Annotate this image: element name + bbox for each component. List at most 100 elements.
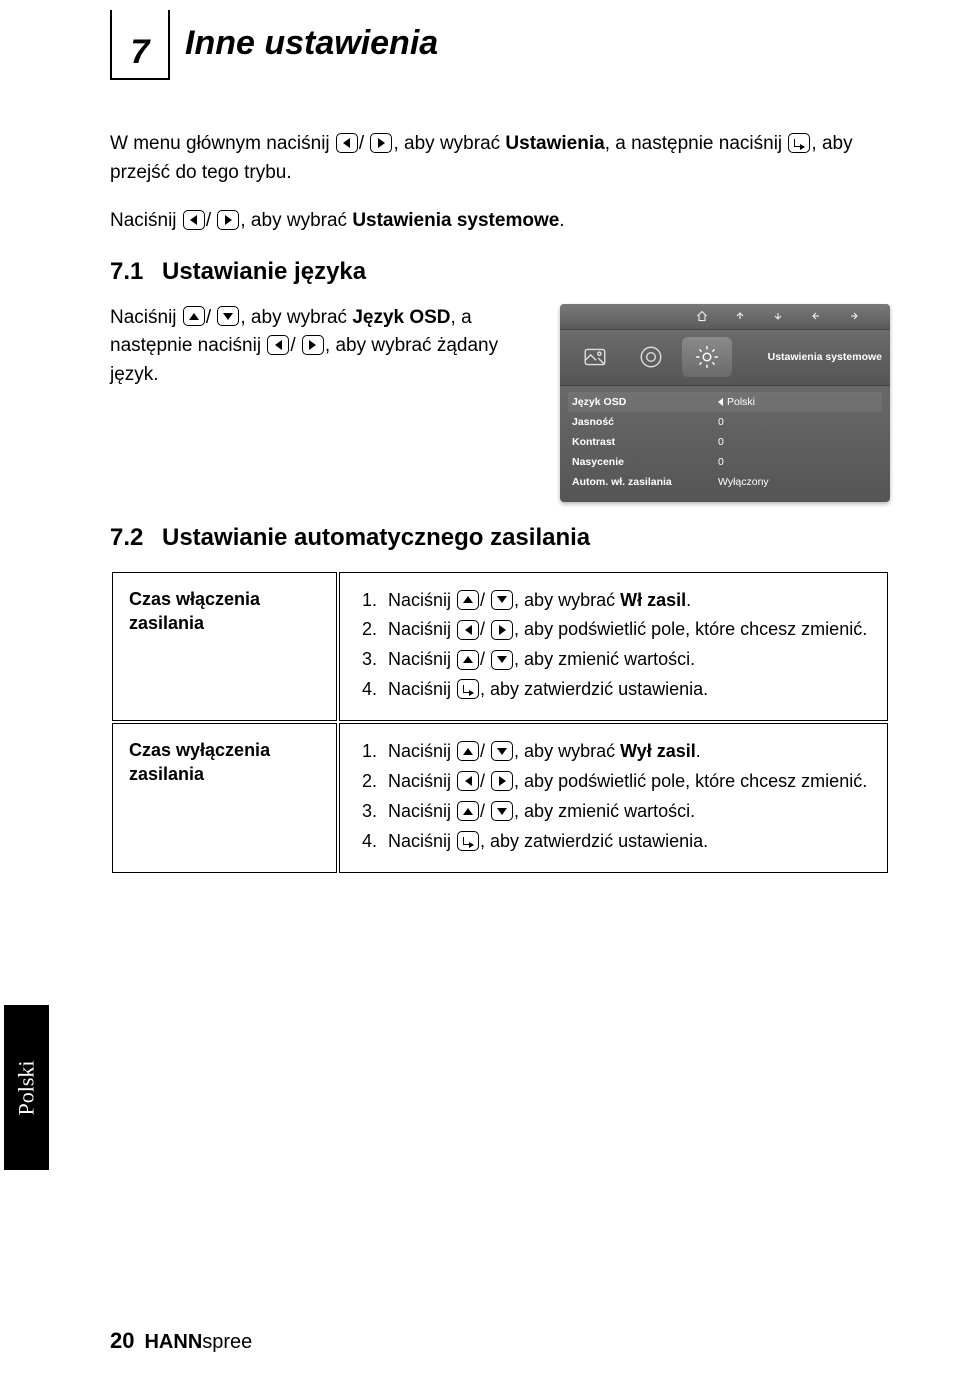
text-bold: Wł zasil	[620, 590, 686, 610]
down-arrow-icon	[217, 306, 239, 326]
right-arrow-icon	[491, 620, 513, 640]
step-item: Naciśnij , aby zatwierdzić ustawienia.	[382, 676, 871, 704]
chapter-title: Inne ustawienia	[185, 24, 438, 63]
osd-setting-key: Język OSD	[568, 396, 718, 408]
text: .	[559, 210, 564, 231]
right-arrow-icon	[491, 771, 513, 791]
osd-tab-sound	[626, 337, 676, 377]
up-arrow-icon	[457, 801, 479, 821]
table-row: Czas wyłączenia zasilaniaNaciśnij / , ab…	[112, 723, 888, 873]
right-arrow-icon	[217, 210, 239, 230]
table-right-cell: Naciśnij / , aby wybrać Wł zasil.Naciśni…	[339, 572, 888, 722]
osd-setting-key: Nasycenie	[568, 456, 718, 468]
osd-setting-row: Autom. wł. zasilaniaWyłączony	[568, 472, 882, 492]
osd-value-text: 0	[718, 456, 724, 468]
section-title: Ustawianie języka	[162, 258, 366, 285]
osd-setting-key: Autom. wł. zasilania	[568, 476, 718, 488]
left-icon	[810, 310, 822, 322]
osd-tab-label: Ustawienia systemowe	[768, 351, 882, 363]
text: Naciśnij	[110, 307, 182, 328]
language-side-tab: Polski	[4, 1005, 49, 1170]
osd-settings-list: Język OSDPolskiJasność0Kontrast0Nasyceni…	[560, 386, 890, 502]
down-arrow-icon	[491, 741, 513, 761]
text: , aby podświetlić pole, które chcesz zmi…	[514, 771, 867, 791]
up-arrow-icon	[457, 650, 479, 670]
intro-paragraph-1: W menu głównym naciśnij / , aby wybrać U…	[110, 130, 890, 187]
text: Naciśnij	[388, 649, 456, 669]
osd-value-text: 0	[718, 416, 724, 428]
osd-setting-row: Kontrast0	[568, 432, 882, 452]
steps-list: Naciśnij / , aby wybrać Wył zasil.Naciśn…	[356, 738, 871, 856]
brand-thin: spree	[202, 1331, 252, 1353]
up-icon	[734, 310, 746, 322]
text: Naciśnij	[388, 771, 456, 791]
table-left-cell: Czas włączenia zasilania	[112, 572, 337, 722]
text: , aby zatwierdzić ustawienia.	[480, 679, 708, 699]
section-7-1-heading: 7.1Ustawianie języka	[110, 258, 890, 286]
left-arrow-icon	[267, 335, 289, 355]
enter-icon	[788, 133, 810, 153]
table-right-cell: Naciśnij / , aby wybrać Wył zasil.Naciśn…	[339, 723, 888, 873]
text: , aby zatwierdzić ustawienia.	[480, 831, 708, 851]
text: , aby wybrać	[393, 133, 505, 154]
left-arrow-icon	[457, 771, 479, 791]
osd-screenshot: Ustawienia systemowe Język OSDPolskiJasn…	[560, 304, 890, 502]
text-bold: Ustawienia systemowe	[352, 210, 559, 231]
text: Naciśnij	[388, 679, 456, 699]
text: , aby podświetlić pole, które chcesz zmi…	[514, 619, 867, 639]
text-bold: Język OSD	[352, 307, 450, 328]
text: Naciśnij	[110, 210, 182, 231]
text: , aby wybrać	[514, 741, 620, 761]
text: Naciśnij	[388, 741, 456, 761]
left-arrow-icon	[336, 133, 358, 153]
step-item: Naciśnij / , aby podświetlić pole, które…	[382, 768, 871, 796]
step-item: Naciśnij , aby zatwierdzić ustawienia.	[382, 828, 871, 856]
section-number: 7.2	[110, 524, 162, 552]
section-title: Ustawianie automatycznego zasilania	[162, 524, 590, 551]
enter-icon	[457, 831, 479, 851]
osd-value-text: 0	[718, 436, 724, 448]
text: , aby zmienić wartości.	[514, 801, 695, 821]
osd-value-text: Wyłączony	[718, 476, 769, 488]
text: , aby wybrać	[240, 210, 352, 231]
text: /	[206, 307, 217, 328]
osd-tab-picture	[570, 337, 620, 377]
up-arrow-icon	[457, 741, 479, 761]
text-bold: Wył zasil	[620, 741, 696, 761]
section-number: 7.1	[110, 258, 162, 286]
brand-logo: HANNspree	[144, 1331, 252, 1354]
osd-setting-key: Jasność	[568, 416, 718, 428]
right-icon	[848, 310, 860, 322]
step-item: Naciśnij / , aby podświetlić pole, które…	[382, 616, 871, 644]
step-item: Naciśnij / , aby zmienić wartości.	[382, 646, 871, 674]
brand-bold: HANN	[144, 1331, 202, 1353]
text: Naciśnij	[388, 831, 456, 851]
text: , aby wybrać	[514, 590, 620, 610]
step-item: Naciśnij / , aby zmienić wartości.	[382, 798, 871, 826]
section-7-1-body: Naciśnij / , aby wybrać Język OSD, a nas…	[110, 304, 540, 390]
text: , aby zmienić wartości.	[514, 649, 695, 669]
chapter-number-box: 7	[110, 10, 170, 80]
table-row: Czas włączenia zasilaniaNaciśnij / , aby…	[112, 572, 888, 722]
left-arrow-icon	[457, 620, 479, 640]
osd-setting-value: 0	[718, 456, 724, 468]
steps-list: Naciśnij / , aby wybrać Wł zasil.Naciśni…	[356, 587, 871, 705]
osd-setting-value: Polski	[718, 396, 755, 408]
osd-setting-value: Wyłączony	[718, 476, 769, 488]
osd-setting-value: 0	[718, 416, 724, 428]
text: , a następnie naciśnij	[605, 133, 788, 154]
osd-setting-key: Kontrast	[568, 436, 718, 448]
text: W menu głównym naciśnij	[110, 133, 335, 154]
home-icon	[696, 310, 708, 322]
side-tab-label: Polski	[14, 1060, 40, 1115]
osd-tabs: Ustawienia systemowe	[560, 330, 890, 386]
text: .	[696, 741, 701, 761]
text: Naciśnij	[388, 590, 456, 610]
osd-setting-row: Jasność0	[568, 412, 882, 432]
intro-paragraph-2: Naciśnij / , aby wybrać Ustawienia syste…	[110, 207, 890, 236]
up-arrow-icon	[457, 590, 479, 610]
osd-setting-value: 0	[718, 436, 724, 448]
step-item: Naciśnij / , aby wybrać Wył zasil.	[382, 738, 871, 766]
enter-icon	[457, 679, 479, 699]
up-arrow-icon	[183, 306, 205, 326]
